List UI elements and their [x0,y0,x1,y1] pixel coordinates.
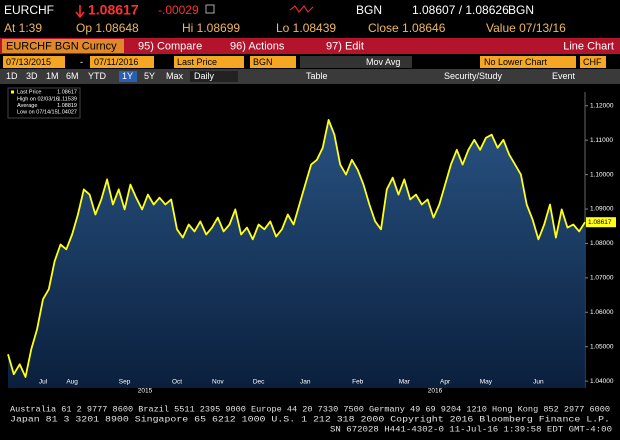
footer: Australia 61 2 9777 8600 Brazil 5511 239… [10,404,612,434]
x-tick-label: Jul [39,379,48,386]
start-date[interactable]: 07/13/2015 [6,57,51,67]
frequency-box[interactable] [190,71,238,82]
bid-ask: 1.08607 / 1.08626 [412,3,509,17]
x-tick-label: Sep [119,379,131,386]
ticker: EURCHF [4,3,54,17]
x-tick-label: Mar [399,379,411,386]
area-fill [8,119,585,389]
table-button[interactable]: Table [306,71,328,81]
legend-value: 1.08617 [57,89,77,95]
y-tick-label: 1.05000 [590,343,614,350]
input-box[interactable] [300,56,412,68]
price-line [7,119,586,378]
sparkline-icon [289,5,314,13]
input-box[interactable] [250,56,296,68]
year-label: 2015 [138,388,153,395]
last-price-tag [586,217,616,228]
input-box[interactable] [3,56,65,68]
toolbar [0,69,620,84]
x-tick-label: Jan [300,379,311,386]
security-study-button[interactable]: Security/Study [444,71,503,81]
menu-edit[interactable]: 97) Edit [326,40,364,52]
legend-stat-value: 1.11539 [58,96,77,102]
period-button[interactable]: 5Y [144,71,155,81]
period-button[interactable]: 3D [26,71,38,81]
icon [205,4,215,14]
menu-actions[interactable]: 96) Actions [230,40,285,52]
last-price-label: 1.08617 [588,219,612,226]
low: Lo 1.08439 [276,21,336,35]
input-box[interactable] [480,56,576,68]
study[interactable]: Mov Avg [366,57,400,67]
x-tick-label: Dec [253,379,265,386]
chart: 1.04000 1.05000 1.06000 1.07000 1.08000 1.090… [0,86,620,396]
pricing[interactable]: BGN [253,57,273,67]
y-tick-label: 1.12000 [590,102,614,109]
security-box[interactable] [2,39,124,53]
footer-line: Japan 81 3 3201 8900 Singapore 65 6212 1… [10,414,610,424]
security[interactable]: EURCHF BGN Curncy [6,40,117,52]
y-tick-label: 1.04000 [590,378,614,385]
event-button[interactable]: Event [552,71,576,81]
open: Op 1.08648 [76,21,139,35]
value-date: Value 07/13/16 [486,21,566,35]
time: At 1:39 [4,21,42,35]
x-tick-label: Feb [352,379,364,386]
legend-stat-label: Average [17,103,37,109]
x-tick-label: Aug [66,379,78,386]
y-tick-label: 1.09000 [590,206,614,213]
menu-bar [0,38,620,54]
y-tick-label: 1.11000 [590,137,613,144]
x-tick-label: Nov [212,379,224,386]
x-tick-label: Oct [172,379,182,386]
date-separator: - [80,57,83,67]
source: BGN [356,3,382,17]
y-tick-label: 1.06000 [590,309,614,316]
footer-line: SN 672028 H441-4302-0 11-Jul-16 1:39:58 … [330,424,612,434]
input-box[interactable] [580,56,606,68]
lower-chart[interactable]: No Lower Chart [484,57,548,67]
active-period[interactable] [119,71,137,82]
currency[interactable]: CHF [583,57,602,67]
period-button[interactable]: 1Y [122,71,133,81]
legend-stat-value: 1.04027 [57,109,77,115]
period-button[interactable]: 6M [66,71,79,81]
input-box[interactable] [90,56,154,68]
legend-stat-value: 1.08819 [57,103,77,109]
y-tick-label: 1.07000 [590,275,614,282]
high: Hi 1.08699 [182,21,240,35]
down-arrow [75,5,85,19]
period-button[interactable]: 1D [6,71,18,81]
x-tick-label: Jun [533,379,544,386]
last-price: 1.08617 [88,2,139,18]
close: Close 1.08646 [368,21,446,35]
legend-entry: Last Price [17,89,41,95]
frequency[interactable]: Daily [194,71,215,81]
legend-stat-label: High on 02/03/16 [17,96,59,102]
menu-compare[interactable]: 95) Compare [138,40,202,52]
y-tick-label: 1.10000 [590,171,614,178]
end-date[interactable]: 07/11/2016 [94,57,138,67]
input-box[interactable] [174,56,244,68]
legend-swatch [11,90,14,94]
period-button[interactable]: YTD [88,71,107,81]
field[interactable]: Last Price [177,57,217,67]
period-buttons: 1D 3D 1M 6M YTD 1Y 5Y Max [6,71,184,82]
year-label: 2016 [428,388,443,395]
x-tick-label: Apr [440,379,451,386]
legend-box [7,87,81,119]
x-tick-label: May [480,379,493,386]
source: BGN [508,3,534,17]
period-button[interactable]: Max [166,71,184,81]
legend-stat-label: Low on 07/14/15 [17,109,58,115]
change: -.00029 [158,3,199,17]
footer-line: Australia 61 2 9777 8600 Brazil 5511 239… [10,404,610,414]
y-tick-label: 1.08000 [590,240,614,247]
chart-kind: Line Chart [563,40,614,52]
period-button[interactable]: 1M [46,71,59,81]
